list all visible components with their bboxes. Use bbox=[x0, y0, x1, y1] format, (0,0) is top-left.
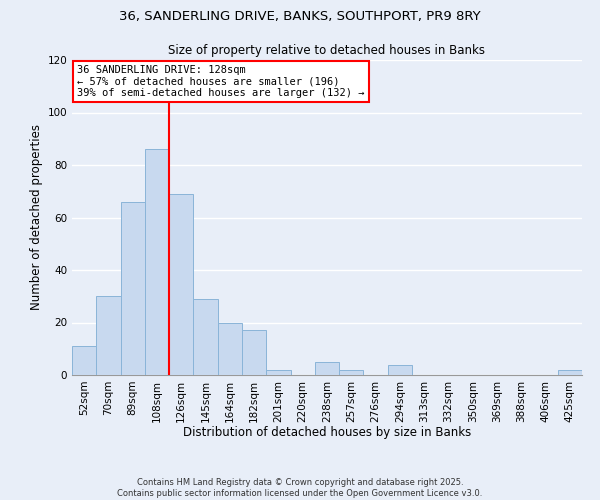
Bar bbox=[388, 364, 412, 375]
Text: 36, SANDERLING DRIVE, BANKS, SOUTHPORT, PR9 8RY: 36, SANDERLING DRIVE, BANKS, SOUTHPORT, … bbox=[119, 10, 481, 23]
Bar bbox=[242, 330, 266, 375]
Title: Size of property relative to detached houses in Banks: Size of property relative to detached ho… bbox=[169, 44, 485, 58]
Bar bbox=[72, 346, 96, 375]
Text: Contains HM Land Registry data © Crown copyright and database right 2025.
Contai: Contains HM Land Registry data © Crown c… bbox=[118, 478, 482, 498]
X-axis label: Distribution of detached houses by size in Banks: Distribution of detached houses by size … bbox=[183, 426, 471, 439]
Bar bbox=[145, 149, 169, 375]
Bar bbox=[339, 370, 364, 375]
Bar bbox=[193, 299, 218, 375]
Text: 36 SANDERLING DRIVE: 128sqm
← 57% of detached houses are smaller (196)
39% of se: 36 SANDERLING DRIVE: 128sqm ← 57% of det… bbox=[77, 64, 365, 98]
Bar bbox=[169, 194, 193, 375]
Bar bbox=[121, 202, 145, 375]
Bar bbox=[218, 322, 242, 375]
Bar bbox=[315, 362, 339, 375]
Bar bbox=[558, 370, 582, 375]
Bar bbox=[266, 370, 290, 375]
Bar bbox=[96, 296, 121, 375]
Y-axis label: Number of detached properties: Number of detached properties bbox=[30, 124, 43, 310]
